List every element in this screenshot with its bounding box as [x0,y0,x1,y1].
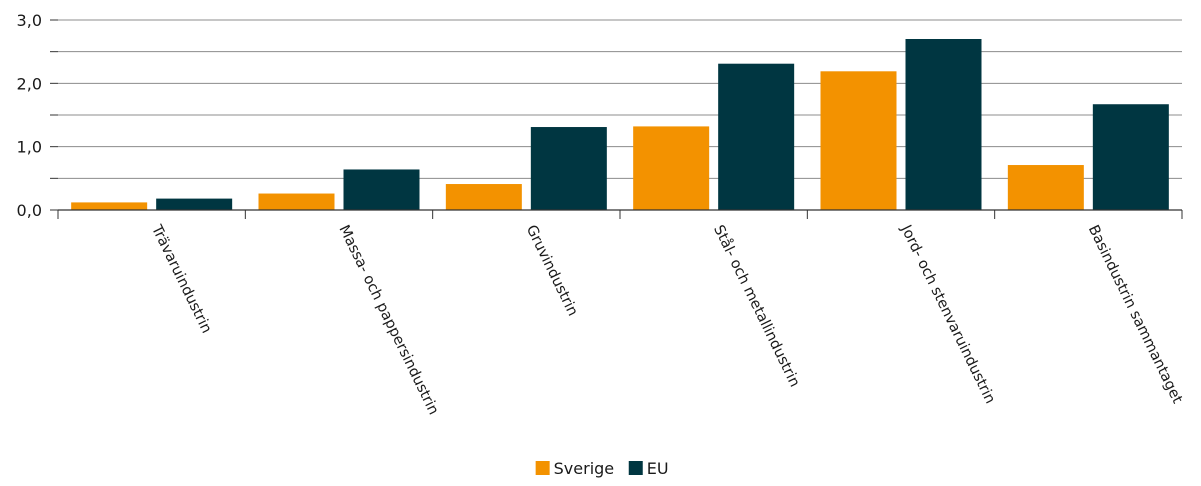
y-tick-label: 1,0 [17,138,42,157]
x-category-label: Stål- och metallindustrin [710,222,803,389]
bar-sverige [820,71,897,210]
legend-label: Sverige [554,459,615,478]
legend-label: EU [647,459,669,478]
bar-sverige [258,193,335,210]
y-tick-label: 2,0 [17,74,42,93]
bars [71,39,1169,211]
x-category-labels: Trävaruindustrin Massa- och pappersindust… [148,222,1186,418]
bar-sverige [1007,165,1084,210]
gridlines [58,19,1182,179]
x-category-label: Jord- och stenvaruindustrin [897,222,998,407]
legend: Sverige EU [535,459,669,478]
y-tick-label: 3,0 [17,11,42,30]
bar-sverige [633,126,710,210]
x-category-label: Massa- och pappersindustrin [335,223,441,418]
bar-sverige [71,202,148,210]
legend-swatch-sverige [535,461,550,475]
bar-eu [156,198,233,210]
bar-eu [1092,104,1169,210]
x-category-label: Gruvindustrin [523,223,581,319]
bar-eu [530,127,607,210]
bar-sverige [445,184,522,210]
y-tick-labels: 0,0 1,0 2,0 3,0 [17,11,42,220]
y-tick-label: 0,0 [17,201,42,220]
axes [50,19,1183,219]
x-category-label: Basindustrin sammantaget [1085,223,1186,407]
bar-eu [343,169,420,210]
x-category-label: Trävaruindustrin [148,222,215,336]
bar-eu [905,39,982,210]
bar-eu [718,63,795,211]
legend-swatch-eu [628,461,643,475]
